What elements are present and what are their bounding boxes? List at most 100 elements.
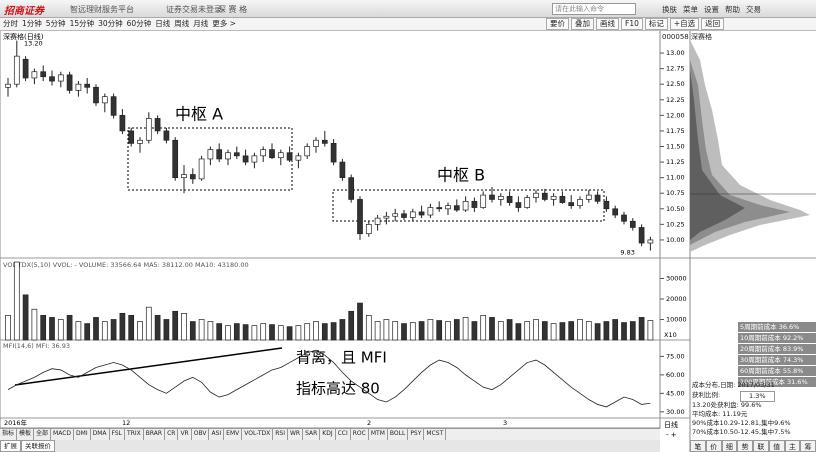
period-button[interactable]: 周线 xyxy=(174,19,190,28)
logo: 招商证券 xyxy=(4,6,44,17)
side-button[interactable]: 筹 xyxy=(800,440,816,452)
volume-bar xyxy=(647,320,654,341)
panel-title: 深赛格(日线) xyxy=(3,32,44,41)
menu-item[interactable]: 交易 xyxy=(746,5,761,14)
candle-body xyxy=(242,155,249,163)
y-tick-label: 11.00 xyxy=(666,174,685,182)
side-button[interactable]: 势 xyxy=(737,440,753,452)
tool-button[interactable]: 要价 xyxy=(546,18,569,30)
period-button[interactable]: 日线 xyxy=(155,19,171,28)
tool-button[interactable]: 叠加 xyxy=(571,18,594,30)
period-button[interactable]: 更多 > xyxy=(212,19,236,28)
y-tick-label: 10.50 xyxy=(666,205,685,213)
indicator-tab[interactable]: CCI xyxy=(336,429,351,440)
indicator-tab[interactable]: FSL xyxy=(110,429,126,440)
candle-body xyxy=(13,55,20,85)
candle-body xyxy=(427,207,434,216)
volume-bar xyxy=(489,317,495,341)
tool-button[interactable]: 返回 xyxy=(701,18,725,30)
candle-body xyxy=(462,200,469,211)
candle-body xyxy=(84,83,91,88)
indicator-tab[interactable]: 指标 xyxy=(0,429,18,440)
period-button[interactable]: 分时 xyxy=(3,19,18,28)
menu-item[interactable]: 换肤 xyxy=(662,5,677,14)
y-tick-label: 11.75 xyxy=(666,127,685,135)
volume-bar xyxy=(145,306,152,341)
bottom-tabs: 扩展 关联报价 xyxy=(0,440,660,452)
indicator-tab[interactable]: 全部 xyxy=(34,429,52,440)
indicator-tab[interactable]: MCST xyxy=(424,429,447,440)
period-button[interactable]: 5分钟 xyxy=(45,19,66,28)
side-button[interactable]: 价 xyxy=(705,440,722,452)
volume-bar xyxy=(445,321,451,341)
tool-button[interactable]: 标记 xyxy=(644,18,668,30)
indicator-tab[interactable]: OBV xyxy=(192,429,210,440)
period-label: 日线 xyxy=(664,420,678,429)
volume-bar xyxy=(207,321,214,341)
indicator-tab[interactable]: CR xyxy=(165,429,179,440)
candle-body xyxy=(295,155,302,161)
menu-item[interactable]: 菜单 xyxy=(683,5,698,14)
period-button[interactable]: 1分钟 xyxy=(22,19,42,28)
indicator-tab[interactable]: DMA xyxy=(91,429,110,440)
indicator-tab[interactable]: VOL-TDX xyxy=(242,429,274,440)
bottom-tab[interactable]: 关联报价 xyxy=(21,440,55,452)
x-tick-label: 3 xyxy=(503,419,507,427)
indicator-tab[interactable]: ROC xyxy=(351,429,369,440)
volume-bar xyxy=(374,321,381,341)
side-button[interactable]: 细 xyxy=(721,440,738,452)
candle-body xyxy=(647,239,654,244)
period-button[interactable]: 15分钟 xyxy=(69,19,95,28)
tool-button[interactable]: +自选 xyxy=(669,18,700,30)
indicator-tab[interactable]: 模板 xyxy=(17,429,35,440)
indicator-tab[interactable]: PSY xyxy=(408,429,425,440)
volume-bar xyxy=(31,308,38,341)
indicator-tab[interactable]: DMI xyxy=(74,429,91,440)
period-button[interactable]: 月线 xyxy=(193,19,209,28)
candle-body xyxy=(286,152,293,161)
side-button[interactable]: 联 xyxy=(753,440,769,452)
candle-body xyxy=(251,155,258,163)
candle-body xyxy=(577,199,583,207)
volume-bar xyxy=(189,321,196,341)
bottom-tab[interactable]: 扩展 xyxy=(0,440,21,452)
volume-bar xyxy=(57,319,64,341)
platform: 智远理财服务平台 xyxy=(70,5,134,14)
search-box[interactable]: 请在此输入命令 xyxy=(552,3,636,15)
indicator-tab[interactable]: KDJ xyxy=(320,429,336,440)
indicator-tab[interactable]: ASI xyxy=(209,429,225,440)
indicator-tab[interactable]: MACD xyxy=(51,429,75,440)
tool-button[interactable]: F10 xyxy=(621,18,643,30)
indicator-tab[interactable]: MTM xyxy=(369,429,388,440)
indicator-tab[interactable]: BOLL xyxy=(388,429,409,440)
candle-body xyxy=(31,71,38,79)
candle-body xyxy=(145,118,152,141)
x-tick-label: 2016年 xyxy=(4,418,28,427)
volume-bar xyxy=(541,321,548,341)
period-button[interactable]: 30分钟 xyxy=(98,19,123,28)
period-button[interactable]: 60分钟 xyxy=(126,19,152,28)
volume-bar xyxy=(629,321,636,341)
indicator-tab[interactable]: EMV xyxy=(224,429,243,440)
y-tick-label: 11.50 xyxy=(666,142,685,150)
y-tick-label: 45.00 xyxy=(666,389,685,397)
volume-bar xyxy=(515,323,522,341)
indicator-tab[interactable]: TRIX xyxy=(125,429,144,440)
indicator-tab[interactable]: VR xyxy=(178,429,192,440)
side-button[interactable]: 主 xyxy=(784,440,801,452)
candle-body xyxy=(409,211,416,218)
volume-bar xyxy=(409,322,416,341)
tool-button[interactable]: 画线 xyxy=(596,18,619,30)
indicator-tab[interactable]: RSI xyxy=(273,429,288,440)
zoom-buttons[interactable]: - + xyxy=(666,431,677,439)
side-button[interactable]: 值 xyxy=(768,440,785,452)
indicator-tab[interactable]: BRAR xyxy=(144,429,166,440)
menu-item[interactable]: 帮助 xyxy=(725,5,740,14)
candle-body xyxy=(392,213,399,217)
indicator-tab[interactable]: WR xyxy=(288,429,304,440)
menu-item[interactable]: 设置 xyxy=(704,5,719,14)
info-text: 成本分布,日期: 2017/03/31 xyxy=(692,381,775,389)
side-button[interactable]: 笔 xyxy=(690,440,706,452)
indicator-tab[interactable]: SAR xyxy=(303,429,321,440)
